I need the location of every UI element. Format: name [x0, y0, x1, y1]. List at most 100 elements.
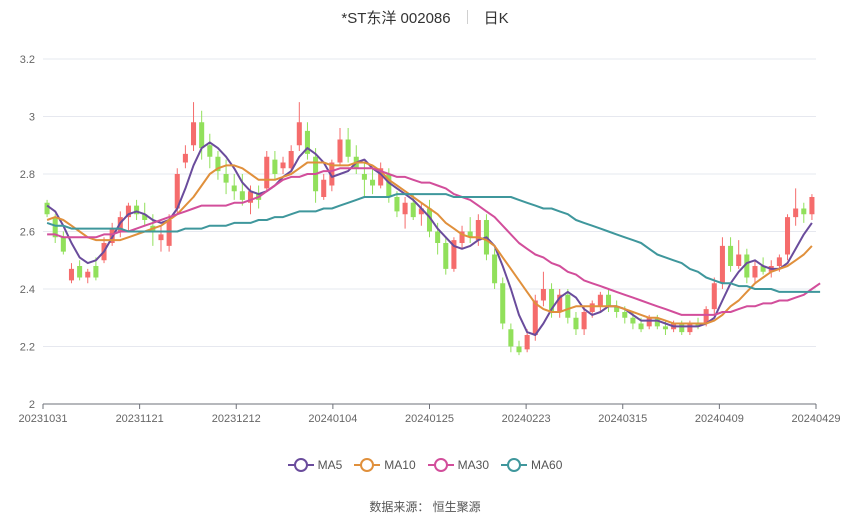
candle	[784, 214, 791, 261]
candle	[182, 145, 188, 169]
candle-body	[581, 312, 587, 330]
candle-body	[776, 257, 782, 266]
candle-body	[361, 174, 367, 180]
candle	[736, 240, 742, 269]
candle-body	[475, 220, 481, 241]
candle	[728, 237, 734, 272]
legend-marker	[427, 458, 454, 472]
legend-marker	[501, 458, 528, 472]
legend-label: MA30	[457, 458, 490, 472]
candle	[378, 162, 384, 189]
candle-body	[272, 159, 278, 174]
candle-body	[459, 231, 465, 243]
title-divider	[466, 10, 468, 24]
candle-body	[614, 306, 620, 312]
candle-body	[508, 329, 514, 347]
series-line-ma60	[46, 193, 821, 293]
candle-body	[44, 202, 50, 215]
candle-body	[77, 266, 83, 278]
legend: MA5 MA10 MA30 MA60	[0, 458, 850, 472]
candle	[443, 237, 449, 275]
candle-body	[296, 122, 302, 146]
legend-item-ma30[interactable]: MA30	[427, 458, 490, 472]
series-line-ma30	[47, 167, 821, 316]
candle-body	[85, 271, 91, 278]
candle-body	[264, 156, 270, 189]
candle	[801, 202, 807, 223]
candle	[85, 268, 91, 284]
legend-item-ma5[interactable]: MA5	[287, 458, 343, 472]
candle-body	[247, 191, 254, 203]
candle-body	[337, 139, 343, 163]
candle-body	[524, 335, 530, 350]
candle	[321, 174, 327, 200]
candle	[581, 306, 587, 335]
candle	[239, 174, 245, 206]
x-tick-label: 20240223	[502, 413, 551, 425]
candle	[492, 248, 498, 289]
legend-label: MA60	[531, 458, 563, 472]
y-tick-label: 3	[29, 112, 35, 124]
legend-label: MA5	[317, 458, 343, 472]
x-tick-label: 20240125	[405, 413, 454, 425]
candle-body	[60, 237, 66, 252]
candle-body	[239, 191, 245, 200]
candle-body	[418, 208, 424, 215]
candle-body	[443, 243, 449, 269]
candle	[557, 289, 563, 318]
x-tick-label: 20231212	[212, 413, 261, 425]
candle-body	[467, 231, 473, 238]
candle-body	[394, 197, 400, 212]
candle-body	[492, 254, 498, 284]
candle	[44, 199, 50, 218]
candle-body	[728, 245, 734, 266]
candle	[231, 174, 237, 200]
candle	[158, 225, 164, 252]
candle	[565, 289, 571, 324]
stock-title: *ST东洋 002086	[341, 9, 451, 27]
candle	[207, 133, 213, 169]
candle	[793, 188, 799, 226]
legend-marker	[354, 458, 381, 472]
candle-body	[435, 231, 441, 243]
candle	[744, 248, 750, 284]
chart-title: *ST东洋 002086 日K	[0, 6, 850, 28]
candle	[573, 312, 579, 335]
candle-body	[304, 130, 310, 154]
candle-body	[630, 317, 636, 324]
candle	[719, 237, 725, 289]
candle-body	[223, 174, 229, 183]
candle-body	[687, 323, 693, 333]
candle-body	[549, 289, 555, 312]
candle	[370, 168, 376, 195]
x-tick-label: 20231121	[116, 413, 164, 425]
candle-body	[557, 294, 563, 312]
candle	[191, 102, 197, 151]
candle-body	[638, 323, 644, 330]
candle-body	[386, 174, 392, 197]
candle-body	[662, 326, 668, 330]
moving-average-lines	[46, 141, 821, 336]
candle-body	[215, 156, 221, 172]
y-tick-label: 2	[29, 399, 35, 411]
legend-marker	[287, 458, 314, 472]
candle-body	[174, 174, 180, 209]
candle	[605, 289, 612, 312]
y-tick-label: 2.2	[20, 342, 35, 354]
candle	[60, 231, 66, 255]
period-label: 日K	[483, 9, 509, 27]
candle-body	[280, 162, 286, 169]
candle-body	[703, 309, 709, 324]
candle-body	[134, 205, 140, 215]
legend-item-ma10[interactable]: MA10	[354, 458, 416, 472]
candle-body	[589, 303, 595, 312]
candle-body	[654, 317, 660, 327]
legend-item-ma60[interactable]: MA60	[501, 458, 562, 472]
candle	[597, 291, 603, 312]
y-tick-label: 2.4	[20, 284, 35, 296]
candle-body	[345, 139, 351, 157]
candle	[296, 102, 302, 151]
candle	[215, 151, 221, 180]
series-line-ma5	[46, 141, 813, 336]
